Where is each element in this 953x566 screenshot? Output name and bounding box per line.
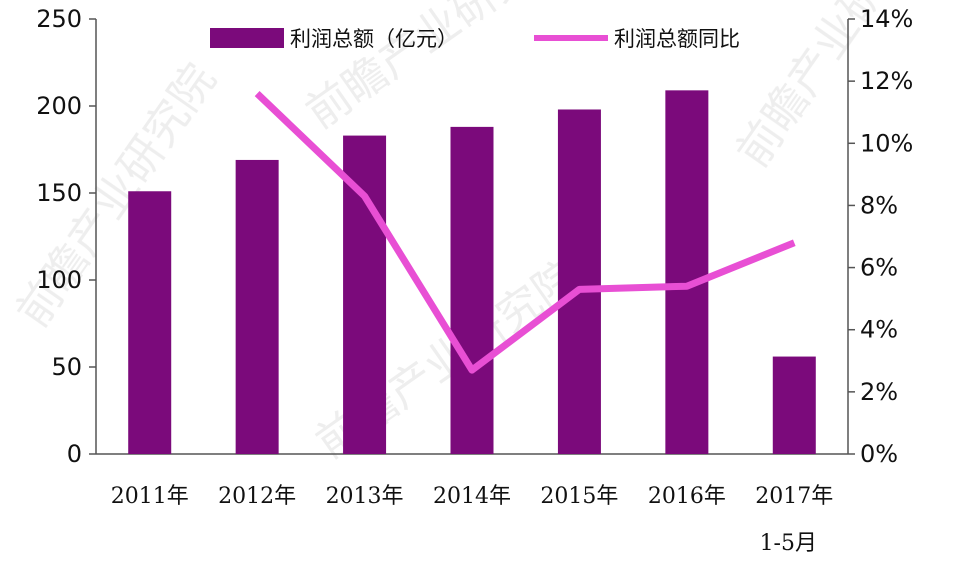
y-right-tick-label: 0% (860, 440, 898, 468)
bar (128, 191, 172, 454)
x-tick-label: 2015年 (540, 484, 618, 509)
y-right-tick-label: 8% (860, 191, 898, 219)
watermark-text: 前瞻产业研究院 (297, 0, 579, 139)
y-right-tick-label: 10% (860, 129, 913, 157)
x-tick-label: 2012年 (218, 484, 296, 509)
x-tick-label: 2013年 (326, 484, 404, 509)
bar (772, 356, 816, 454)
legend: 利润总额（亿元） 利润总额同比 (210, 27, 740, 51)
y-left-tick-label: 0 (67, 440, 82, 468)
line-series (254, 91, 796, 374)
bar-series (128, 90, 816, 454)
bar (557, 109, 601, 454)
x-tick-label: 2017年 (755, 484, 833, 509)
bar (235, 159, 279, 454)
y-left-tick-label: 250 (36, 5, 82, 33)
bar (665, 90, 709, 454)
y-right-tick-label: 14% (860, 5, 913, 33)
y-right-tick-label: 6% (860, 254, 898, 282)
bar (343, 135, 387, 454)
x-tick-label: 2014年 (433, 484, 511, 509)
y-left-tick-label: 150 (36, 179, 82, 207)
y-left-tick-label: 50 (51, 353, 82, 381)
x-tick-label: 2016年 (648, 484, 726, 509)
y-left-tick-label: 100 (36, 266, 82, 294)
y-right-tick-label: 2% (860, 378, 898, 406)
x-tick-sublabel: 1-5月 (760, 531, 817, 556)
y-right-tick-label: 4% (860, 316, 898, 344)
series-line (254, 91, 796, 374)
legend-label: 利润总额（亿元） (290, 27, 458, 51)
x-tick-label: 2011年 (111, 484, 189, 509)
legend-label: 利润总额同比 (614, 27, 740, 51)
y-left-tick-label: 200 (36, 92, 82, 120)
bar (450, 126, 494, 454)
legend-bar-swatch (210, 28, 284, 48)
y-right-tick-label: 12% (860, 67, 913, 95)
